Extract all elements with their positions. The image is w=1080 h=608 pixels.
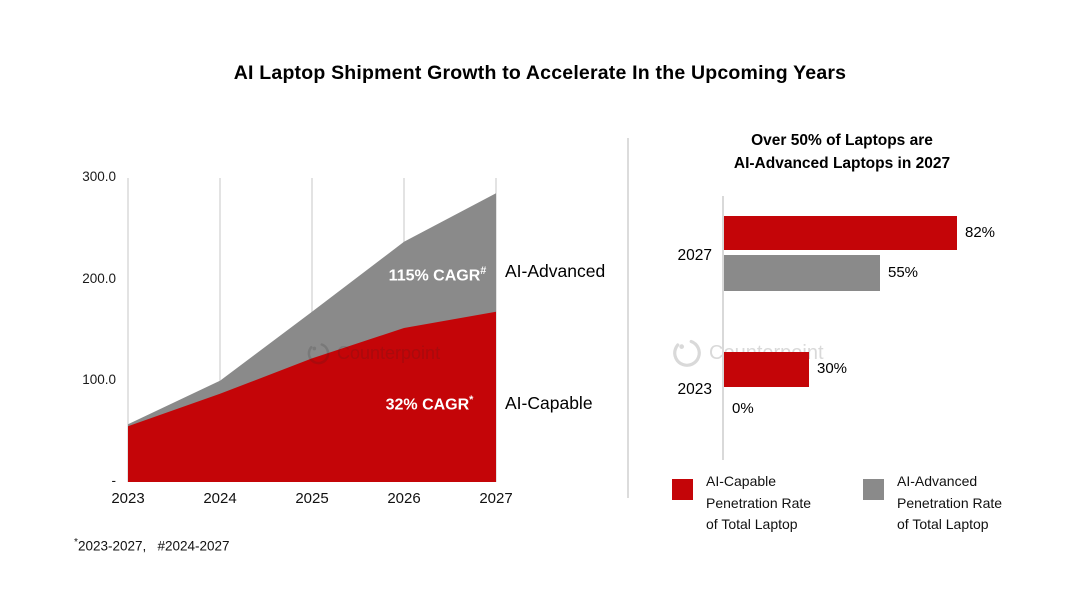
y-tick-zero: - <box>111 473 117 488</box>
footnote-star: * <box>74 537 78 548</box>
category-label-2023: 2023 <box>677 381 712 398</box>
bar-chart-title: Over 50% of Laptops are AI-Advanced Lapt… <box>688 129 996 175</box>
legend-capable-line1: AI-Capable <box>706 473 777 489</box>
bar-2027-ai-capable <box>724 216 957 250</box>
page-title: AI Laptop Shipment Growth to Accelerate … <box>233 62 847 84</box>
category-label-2027: 2027 <box>677 247 712 264</box>
y-tick-200: 200.0 <box>82 271 116 286</box>
legend-advanced-line1: AI-Advanced <box>897 473 978 489</box>
series-label-capable: AI-Capable <box>505 393 593 413</box>
legend-label-advanced: AI-Advanced Penetration Rate of Total La… <box>897 471 1002 536</box>
series-label-advanced: AI-Advanced <box>505 261 606 281</box>
legend-capable-line3: of Total Laptop <box>706 516 798 532</box>
bar-value-2023-capable: 30% <box>817 360 848 377</box>
x-tick-2026: 2026 <box>387 490 421 507</box>
legend-advanced-line3: of Total Laptop <box>897 516 989 532</box>
legend-swatch-capable <box>672 479 693 500</box>
bar-2023-ai-capable <box>724 352 809 387</box>
bar-2027-ai-advanced <box>724 255 880 291</box>
x-tick-2027: 2027 <box>479 490 513 507</box>
bar-chart-axis-line <box>722 196 724 460</box>
legend-capable-line2: Penetration Rate <box>706 494 812 511</box>
bar-value-2023-advanced: 0% <box>732 400 754 417</box>
x-tick-2023: 2023 <box>111 490 145 507</box>
counterpoint-logo-icon <box>673 339 701 367</box>
bar-chart-title-line2: AI-Advanced Laptops in 2027 <box>733 155 951 172</box>
bar-chart-title-line1: Over 50% of Laptops are <box>751 132 933 149</box>
cagr-advanced-sup: # <box>480 265 487 277</box>
watermark-left: Counterpoint <box>306 341 440 366</box>
section-divider <box>627 138 629 498</box>
x-tick-2024: 2024 <box>203 490 237 507</box>
legend-label-capable: AI-Capable Penetration Rate of Total Lap… <box>706 471 811 536</box>
x-tick-2025: 2025 <box>295 490 329 507</box>
footnote-text: 2023-2027, #2024-2027 <box>77 538 230 554</box>
stacked-area-plot <box>127 178 497 482</box>
cagr-capable-text: 32% CAGR <box>385 396 470 414</box>
cagr-advanced-text: 115% CAGR <box>388 267 481 285</box>
bar-value-2027-advanced: 55% <box>888 264 919 281</box>
y-tick-100: 100.0 <box>82 372 116 387</box>
cagr-annotation-capable: 32% CAGR* <box>372 394 487 414</box>
watermark-text: Counterpoint <box>337 343 441 363</box>
bar-value-2027-capable: 82% <box>965 224 996 241</box>
y-tick-300: 300.0 <box>82 169 116 184</box>
cagr-capable-sup: * <box>469 394 474 406</box>
legend-advanced-line2: Penetration Rate <box>897 494 1003 511</box>
counterpoint-logo-icon <box>307 342 330 365</box>
cagr-annotation-advanced: 115% CAGR# <box>375 265 500 285</box>
footnote: *2023-2027, #2024-2027 <box>74 537 230 554</box>
legend-swatch-advanced <box>863 479 884 500</box>
